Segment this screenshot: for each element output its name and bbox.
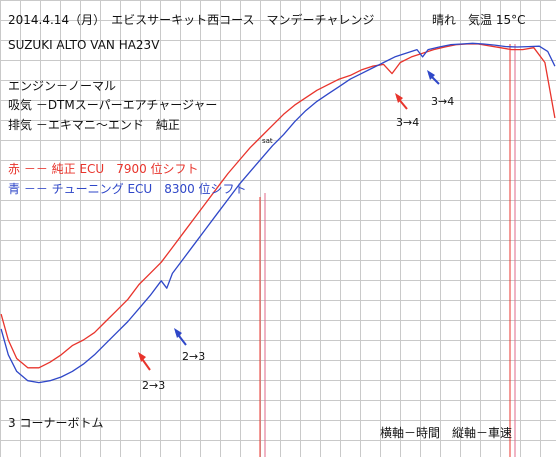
- arrow-red-high: [395, 93, 408, 110]
- mark-label: sat: [262, 137, 273, 145]
- chart-title: 2014.4.14（月） エビスサーキット西コース マンデーチャレンジ: [8, 12, 374, 27]
- series-line-blue: [0, 42, 556, 384]
- vehicle-name: SUZUKI ALTO VAN HA23V: [8, 38, 160, 52]
- spec-exhaust: 排気 －エキマニ〜エンド 純正: [8, 117, 180, 132]
- shift-label-blue-low: 2→3: [182, 350, 205, 363]
- shift-label-red-high: 3→4: [396, 116, 419, 129]
- axes-note: 横軸－時間 縦軸－車速: [380, 426, 512, 440]
- arrow-blue-high: [427, 70, 440, 85]
- shift-lines: [259, 44, 516, 457]
- weather-info: 晴れ 気温 15°C: [432, 12, 525, 27]
- spec-engine: エンジン－ノーマル: [8, 79, 116, 93]
- shift-label-blue-high: 3→4: [431, 95, 454, 108]
- series-layer: [0, 42, 556, 384]
- arrow-red-low: [138, 352, 151, 371]
- legend-red: 赤 －－ 純正 ECU 7900 位シフト: [8, 161, 199, 176]
- shift-label-red-low: 2→3: [142, 379, 165, 392]
- arrow-blue-low: [174, 328, 187, 346]
- corner-label: 3 コーナーボトム: [8, 416, 103, 430]
- spec-intake: 吸気 －DTMスーパーエアチャージャー: [8, 97, 217, 112]
- legend-blue: 青 －－ チューニング ECU 8300 位シフト: [8, 181, 247, 196]
